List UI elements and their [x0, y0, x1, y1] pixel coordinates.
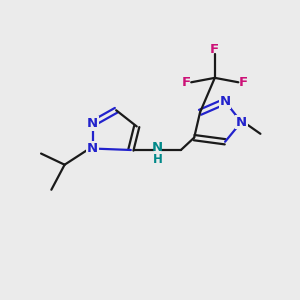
Text: F: F [182, 76, 190, 89]
Text: F: F [210, 44, 219, 56]
Text: N: N [87, 142, 98, 155]
Text: N: N [152, 141, 163, 154]
Text: N: N [236, 116, 247, 128]
Text: N: N [87, 117, 98, 130]
Text: N: N [220, 95, 231, 108]
Text: H: H [152, 153, 162, 166]
Text: F: F [239, 76, 248, 89]
